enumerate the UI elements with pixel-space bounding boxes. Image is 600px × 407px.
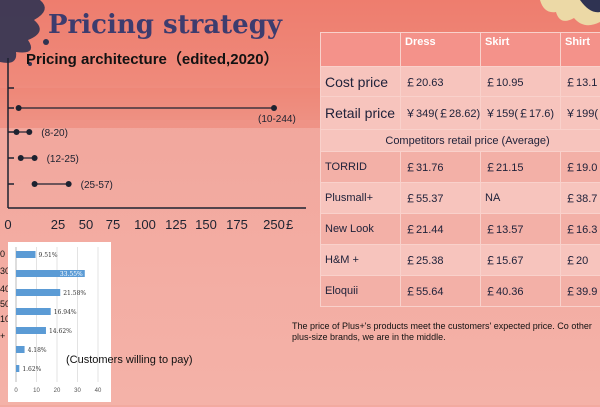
survey-y-label: 0 <box>0 249 5 259</box>
survey-bar <box>16 346 25 353</box>
pricing-table: Dress Skirt Shirt Cost price ￡20.63 ￡10.… <box>320 32 600 307</box>
cell-value: ￡19.0 <box>561 152 600 183</box>
range-chart: (10-244) (8-20) (12-25) (25-57) 0 25 50 75 100 1… <box>0 58 315 238</box>
survey-bar <box>16 327 46 334</box>
x-tick-label: 250 <box>263 217 285 232</box>
cell-value: ￡21.44 <box>401 214 481 245</box>
survey-bar <box>16 308 51 315</box>
x-tick-label: 100 <box>134 217 156 232</box>
x-tick-label: 25 <box>51 217 65 232</box>
page-title: Pricing strategy <box>48 10 282 40</box>
cell-value: ￡39.9 <box>561 276 600 307</box>
x-tick-label: 150 <box>195 217 217 232</box>
cost-price-row: Cost price ￡20.63 ￡10.95 ￡13.1 <box>321 67 600 97</box>
range-label: (12-25) <box>47 154 79 165</box>
survey-x-tick: 20 <box>54 388 61 394</box>
range-high-point <box>32 155 38 161</box>
x-tick-label: 75 <box>106 217 120 232</box>
survey-bar <box>16 365 19 372</box>
cell-value: NA <box>481 183 561 214</box>
competitor-name: H&M + <box>321 245 401 276</box>
competitor-name: Plusmall+ <box>321 183 401 214</box>
cell-value: ￡55.64 <box>401 276 481 307</box>
competitor-row: Eloquii￡55.64￡40.36￡39.9 <box>321 276 600 307</box>
cell-value: ￡55.37 <box>401 183 481 214</box>
cell-value: ￡13.57 <box>481 214 561 245</box>
cell-value: ￡21.15 <box>481 152 561 183</box>
competitor-name: Eloquii <box>321 276 401 307</box>
competitor-row: H&M +￡25.38￡15.67￡20 <box>321 245 600 276</box>
range-low-point <box>14 129 20 135</box>
header-blank <box>321 33 401 67</box>
competitor-row: New Look￡21.44￡13.57￡16.3 <box>321 214 600 245</box>
range-high-point <box>271 105 277 111</box>
survey-bar-label: 16.94% <box>54 309 77 316</box>
competitor-name: New Look <box>321 214 401 245</box>
survey-bar <box>16 289 60 296</box>
range-label: (25-57) <box>81 180 113 191</box>
competitor-name: TORRID <box>321 152 401 183</box>
survey-bar-label: 21.58% <box>63 290 86 297</box>
survey-bars: 9.51%33.55%21.58%16.94%14.62%4.18%1.62% … <box>8 242 111 402</box>
survey-bar-label: 1.62% <box>22 366 41 373</box>
cell-value: ￡20 <box>561 245 600 276</box>
competitors-header: Competitors retail price (Average) <box>321 130 600 152</box>
survey-caption: (Customers willing to pay) <box>66 354 193 366</box>
x-axis-unit: £ <box>286 217 294 232</box>
range-low-point <box>16 105 22 111</box>
x-tick-label: 0 <box>4 217 11 232</box>
survey-x-tick: 30 <box>74 388 81 394</box>
competitor-row: TORRID￡31.76￡21.15￡19.0 <box>321 152 600 183</box>
cell-value: ￡38.7 <box>561 183 600 214</box>
cell-value: ￡16.3 <box>561 214 600 245</box>
survey-bar-label: 4.18% <box>28 347 47 354</box>
survey-chart: 9.51%33.55%21.58%16.94%14.62%4.18%1.62% … <box>8 242 111 402</box>
summary-note: The price of Plus+'s products meet the c… <box>292 321 600 343</box>
survey-bar <box>16 251 35 258</box>
cell-value: ￥159(￡17.6) <box>481 97 561 130</box>
x-tick-label: 175 <box>226 217 248 232</box>
header-dress: Dress <box>401 33 481 67</box>
cell-value: ￡15.67 <box>481 245 561 276</box>
cell-value: ￡25.38 <box>401 245 481 276</box>
row-label: Retail price <box>321 97 401 130</box>
survey-x-tick: 0 <box>14 388 18 394</box>
x-tick-label: 125 <box>165 217 187 232</box>
row-label: Cost price <box>321 67 401 97</box>
header-skirt: Skirt <box>481 33 561 67</box>
survey-bar-label: 14.62% <box>49 328 72 335</box>
cell-value: ￡13.1 <box>561 67 600 97</box>
survey-y-label: + <box>0 331 5 341</box>
cell-value: ￡20.63 <box>401 67 481 97</box>
cell-value: ￡10.95 <box>481 67 561 97</box>
pricing-table-header: Dress Skirt Shirt <box>321 33 600 67</box>
survey-bar-label: 33.55% <box>60 271 83 278</box>
cell-value: ￡31.76 <box>401 152 481 183</box>
survey-x-tick: 40 <box>95 388 102 394</box>
range-low-point <box>18 155 24 161</box>
cell-value: ￥199(￡ <box>561 97 600 130</box>
survey-x-tick: 10 <box>33 388 40 394</box>
range-label: (8-20) <box>41 128 68 139</box>
ink-splash-right <box>520 0 600 30</box>
range-high-point <box>66 181 72 187</box>
cell-value: ￥349(￡28.62) <box>401 97 481 130</box>
competitors-header-row: Competitors retail price (Average) <box>321 130 600 152</box>
range-high-point <box>26 129 32 135</box>
cell-value: ￡40.36 <box>481 276 561 307</box>
retail-price-row: Retail price ￥349(￡28.62) ￥159(￡17.6) ￥1… <box>321 97 600 130</box>
header-shirt: Shirt <box>561 33 600 67</box>
x-tick-label: 50 <box>79 217 93 232</box>
survey-bar-label: 9.51% <box>38 252 57 259</box>
range-low-point <box>32 181 38 187</box>
range-label: (10-244) <box>258 114 296 125</box>
